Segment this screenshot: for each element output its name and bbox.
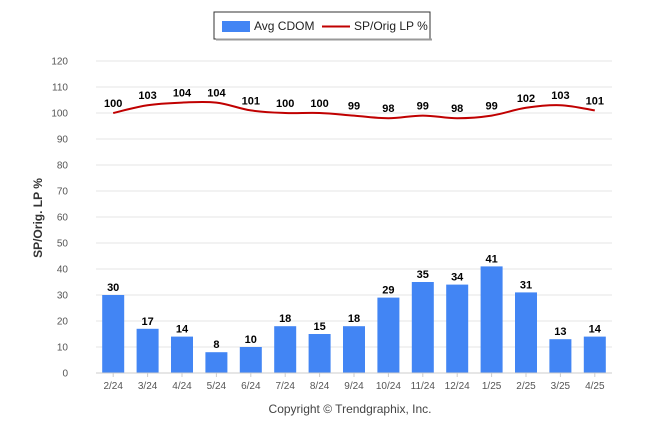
bar-value-label: 29 [382, 285, 394, 297]
bar [480, 266, 503, 373]
bar [205, 352, 228, 373]
bar [549, 339, 572, 373]
bar [446, 284, 469, 373]
bar-value-label: 8 [213, 339, 219, 351]
bar [171, 336, 193, 373]
x-tick-label: 3/24 [138, 381, 158, 392]
bar [515, 292, 537, 373]
line-value-label: 99 [485, 101, 497, 113]
bar-value-label: 18 [279, 313, 291, 325]
y-tick-label: 100 [51, 109, 68, 120]
y-tick-label: 40 [57, 265, 69, 276]
x-tick-label: 11/24 [411, 381, 436, 392]
bars [102, 266, 606, 373]
legend-label-avg-cdom: Avg CDOM [254, 19, 314, 33]
bar [102, 295, 125, 373]
line-value-label: 100 [104, 98, 122, 110]
bar-value-label: 34 [451, 272, 464, 284]
x-tick-label: 2/24 [103, 381, 123, 392]
line-value-label: 100 [276, 98, 294, 110]
legend-label-sp-orig: SP/Orig LP % [354, 19, 428, 33]
y-tick-label: 10 [57, 343, 69, 354]
y-tick-label: 70 [57, 187, 69, 198]
bar-value-label: 30 [107, 282, 119, 294]
y-tick-label: 0 [62, 369, 68, 380]
x-tick-label: 8/24 [310, 381, 330, 392]
copyright: Copyright © Trendgraphix, Inc. [269, 402, 432, 416]
line-value-label: 101 [586, 95, 604, 107]
line-value-label: 103 [138, 90, 156, 102]
x-axis-ticks: 2/24 3/24 4/24 5/24 6/24 7/24 8/24 9/24 10/24 11/… [103, 373, 605, 392]
y-tick-label: 80 [57, 161, 69, 172]
bar [136, 328, 159, 373]
y-tick-label: 110 [52, 83, 68, 94]
line-value-label: 103 [551, 90, 569, 102]
y-tick-label: 120 [51, 57, 68, 68]
y-tick-label: 50 [57, 239, 69, 250]
legend: Avg CDOM SP/Orig LP % [213, 11, 432, 41]
line-value-label: 104 [207, 88, 226, 100]
y-tick-label: 60 [57, 213, 69, 224]
bar-value-label: 41 [485, 253, 497, 265]
legend-swatch-avg-cdom [222, 21, 250, 32]
x-tick-label: 1/25 [482, 381, 502, 392]
bar [239, 347, 262, 373]
line-labels: 100 103 104 104 101 100 100 99 98 99 98 99 102 103 101 [104, 88, 604, 116]
line-value-label: 99 [348, 101, 360, 113]
line-value-label: 102 [517, 93, 535, 105]
y-axis-label: SP/Orig. LP % [31, 178, 45, 258]
gridlines [96, 60, 612, 348]
bar [343, 326, 365, 373]
series-line-sp-orig [112, 100, 595, 120]
y-tick-label: 30 [57, 291, 69, 302]
x-tick-label: 4/24 [172, 381, 192, 392]
x-tick-label: 5/24 [207, 381, 227, 392]
y-tick-label: 20 [57, 317, 69, 328]
bar-value-label: 17 [141, 316, 153, 328]
x-tick-label: 7/24 [275, 381, 295, 392]
bar [308, 334, 331, 373]
bar [274, 326, 297, 373]
bar [377, 297, 400, 373]
x-tick-label: 4/25 [585, 381, 605, 392]
line-value-label: 99 [417, 101, 429, 113]
x-tick-label: 10/24 [376, 381, 401, 392]
bar-value-label: 35 [417, 269, 429, 281]
x-tick-label: 12/24 [445, 381, 470, 392]
x-tick-label: 3/25 [551, 381, 571, 392]
bar [583, 336, 606, 373]
line-value-label: 100 [310, 98, 328, 110]
line-value-label: 104 [173, 88, 192, 100]
line-value-label: 101 [242, 95, 260, 107]
y-tick-label: 90 [57, 135, 69, 146]
bar [411, 282, 434, 373]
x-tick-label: 9/24 [344, 381, 364, 392]
bar-value-label: 31 [520, 279, 532, 291]
bar-value-label: 14 [176, 324, 189, 336]
bar-labels: 30 17 14 8 10 18 15 18 29 35 34 41 31 13 14 [107, 253, 602, 351]
bar-value-label: 15 [313, 321, 325, 333]
bar-value-label: 14 [589, 324, 602, 336]
line-value-label: 98 [382, 103, 394, 115]
x-tick-label: 2/25 [516, 381, 536, 392]
bar-value-label: 13 [554, 326, 566, 338]
line-value-label: 98 [451, 103, 463, 115]
x-tick-label: 6/24 [241, 381, 261, 392]
y-axis-ticks: 0 10 20 30 40 50 60 70 80 90 100 110 120 [51, 57, 68, 380]
bar-value-label: 18 [348, 313, 360, 325]
bar-value-label: 10 [245, 334, 257, 346]
